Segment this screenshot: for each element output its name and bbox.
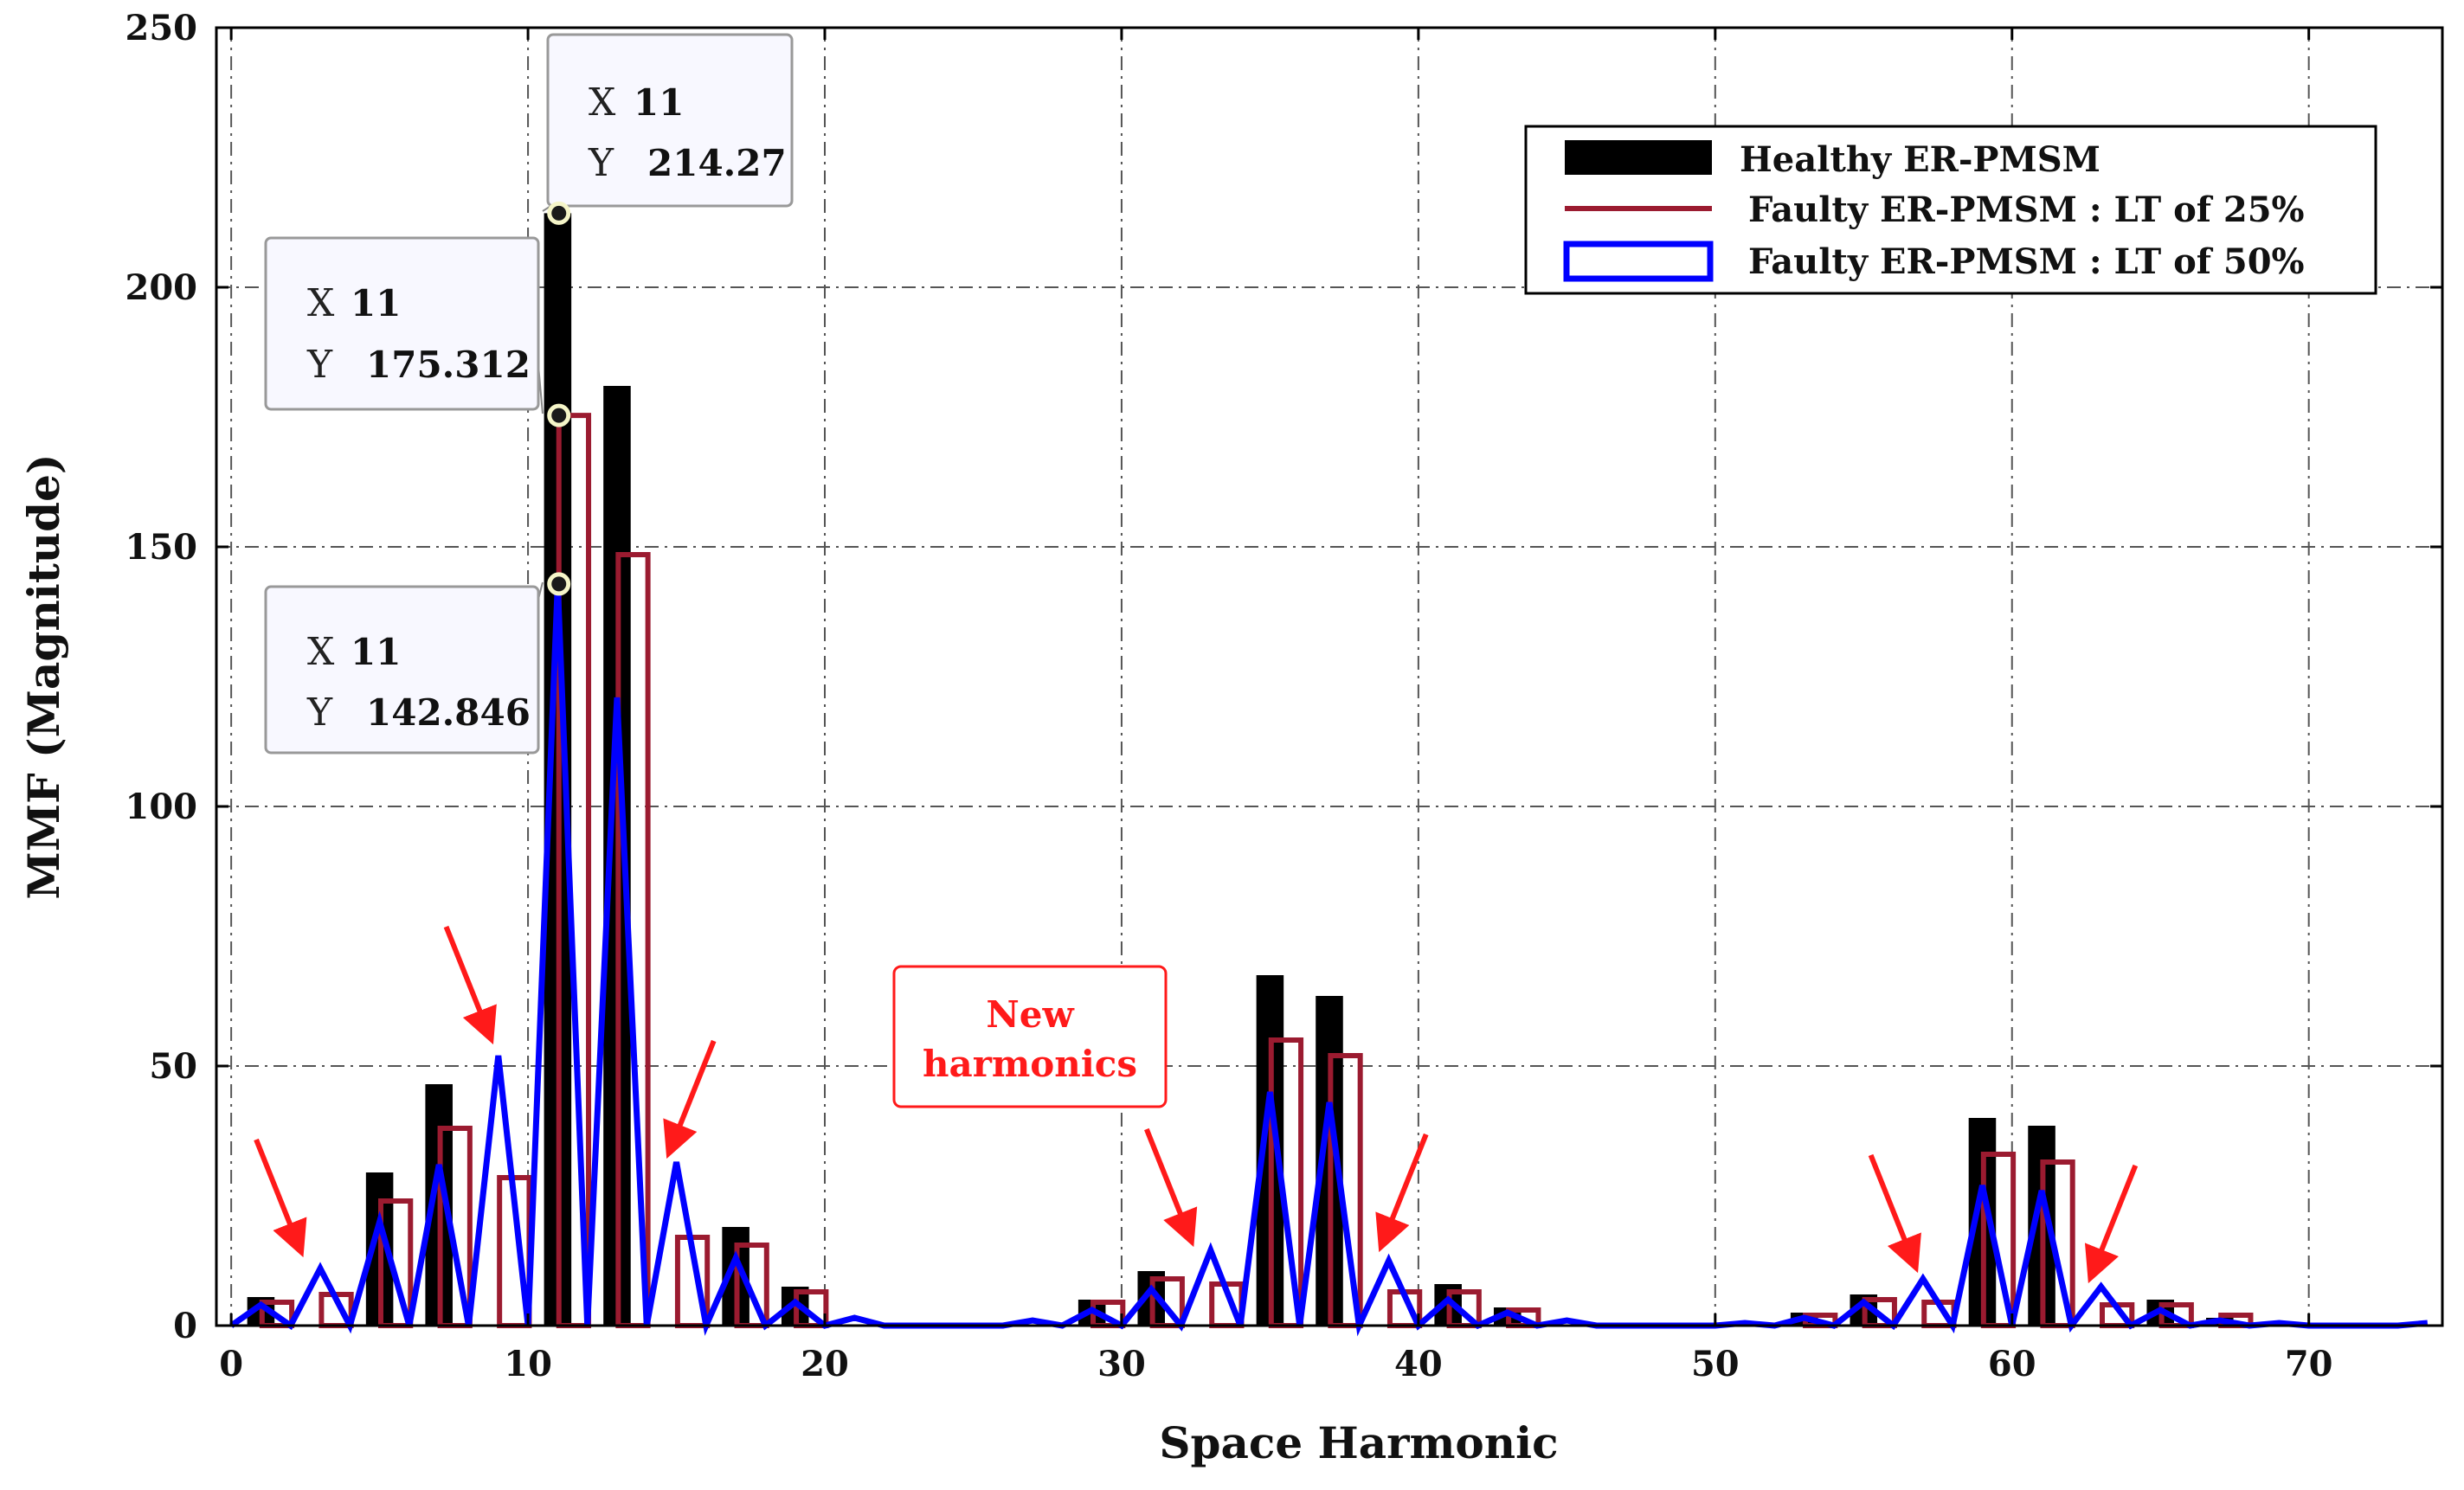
x-tick-label-20: 20 — [801, 1344, 849, 1384]
datatip-lt25-x-value: 11 — [351, 282, 401, 324]
datatip-healthy-y-letter: Y — [588, 141, 614, 185]
y-axis-title: MMF (Magnitude) — [18, 453, 69, 899]
new-harmonic-arrow-6 — [2084, 1164, 2139, 1284]
legend-label-lt25: Faulty ER-PMSM : LT of 25% — [1748, 189, 2305, 230]
x-tick-label-0: 0 — [219, 1344, 243, 1384]
datatip-healthy-x-letter: X — [589, 80, 616, 125]
datatip-lt25-y-letter: Y — [306, 343, 333, 387]
datatip-lt50-x-letter: X — [307, 630, 335, 674]
new-harmonics-line-2: harmonics — [923, 1043, 1137, 1085]
new-harmonics-box — [892, 965, 1168, 1108]
datatip-lt50-box — [264, 585, 540, 755]
legend-label-lt50: Faulty ER-PMSM : LT of 50% — [1748, 241, 2305, 282]
legend-swatch-lt50 — [1563, 241, 1714, 282]
plot-frame — [215, 26, 2444, 1327]
new-harmonic-arrow-4 — [1375, 1133, 1429, 1253]
y-axis-ticks: 0 50 100 150 200 250 — [125, 8, 2442, 1346]
datatip-marker-2 — [547, 572, 571, 596]
datatip-lt25-y-value: 175.312 — [366, 344, 531, 386]
x-tick-label-70: 70 — [2285, 1344, 2333, 1384]
datatip-lt50: X 11 Y 142.846 — [264, 581, 544, 755]
datatip-lt50-x-value: 11 — [351, 631, 401, 673]
datatip-markers — [547, 201, 571, 596]
y-tick-label-0: 0 — [173, 1306, 197, 1346]
new-harmonic-arrow-2 — [663, 1039, 717, 1159]
x-axis-title: Space Harmonic — [1159, 1417, 1558, 1468]
datatip-lt50-y-letter: Y — [306, 690, 333, 735]
x-tick-label-10: 10 — [504, 1344, 552, 1384]
datatip-healthy-box — [546, 33, 794, 208]
new-harmonic-arrow-0 — [254, 1138, 307, 1258]
datatip-lt25-box — [264, 236, 540, 411]
datatip-marker-1 — [547, 403, 571, 427]
datatip-marker-0 — [547, 201, 571, 225]
y-tick-label-50: 50 — [149, 1046, 197, 1087]
datatip-lt50-y-value: 142.846 — [366, 691, 531, 734]
new-harmonics-annotation: New harmonics — [892, 965, 1168, 1108]
y-tick-label-250: 250 — [125, 8, 198, 48]
datatip-healthy: X 11 Y 214.27 — [542, 33, 794, 212]
y-tick-label-100: 100 — [125, 787, 198, 827]
datatip-lt25-x-letter: X — [307, 281, 335, 325]
y-tick-label-150: 150 — [125, 527, 198, 568]
datatip-lt25: X 11 Y 175.312 — [264, 236, 544, 414]
legend-swatch-healthy — [1565, 140, 1712, 175]
legend: Healthy ER-PMSM Faulty ER-PMSM : LT of 2… — [1524, 125, 2377, 295]
new-harmonic-arrow-3 — [1144, 1127, 1198, 1248]
x-tick-label-40: 40 — [1394, 1344, 1443, 1384]
new-harmonic-arrow-5 — [1868, 1153, 1921, 1274]
x-tick-label-30: 30 — [1097, 1344, 1146, 1384]
y-tick-label-200: 200 — [125, 267, 198, 308]
datatip-healthy-y-value: 214.27 — [647, 142, 787, 184]
new-harmonics-line-1: New — [986, 993, 1074, 1036]
lt50-series-line — [229, 583, 2429, 1337]
new-harmonic-arrow-1 — [443, 925, 497, 1045]
x-tick-label-60: 60 — [1988, 1344, 2036, 1384]
new-harmonics-arrows — [254, 925, 2139, 1284]
x-axis-ticks: 0 10 20 30 40 50 60 70 — [219, 28, 2333, 1384]
x-tick-label-50: 50 — [1691, 1344, 1740, 1384]
datatip-healthy-x-value: 11 — [634, 81, 684, 124]
legend-label-healthy: Healthy ER-PMSM — [1740, 139, 2101, 180]
